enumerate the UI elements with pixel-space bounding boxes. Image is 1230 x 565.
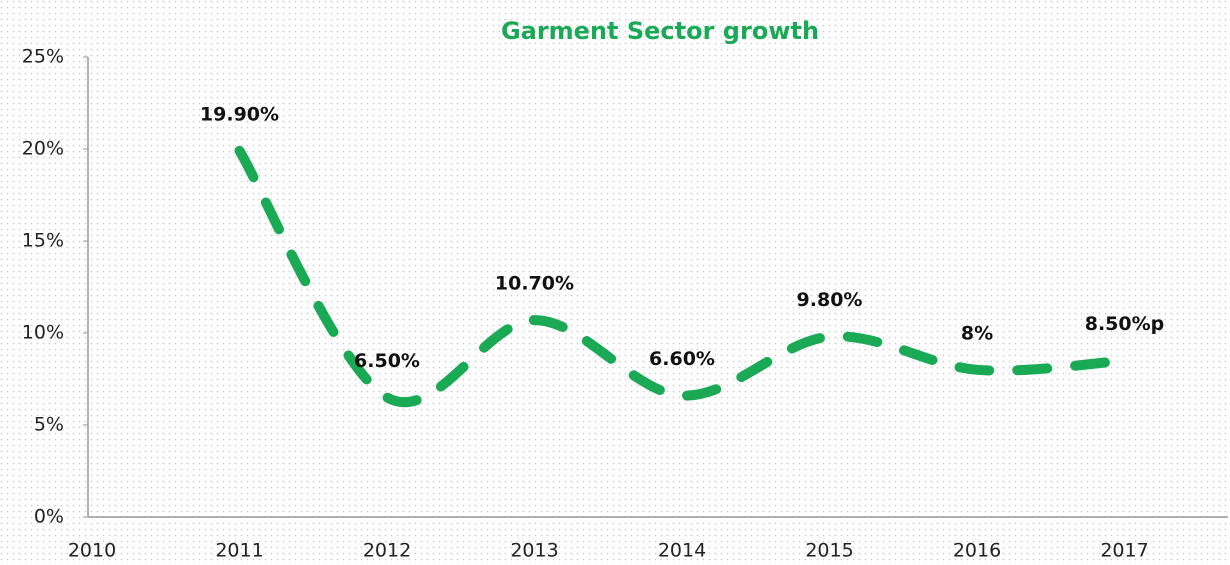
y-tick-label: 10% [22,322,64,344]
y-tick-label: 25% [22,46,64,68]
data-label: 8% [961,322,993,344]
x-tick-label: 2016 [953,540,1001,562]
x-tick-label: 2015 [805,540,853,562]
x-tick-label: 2011 [215,540,263,562]
data-label: 6.50% [354,350,420,372]
y-tick-label: 5% [34,414,64,436]
x-tick-label: 2017 [1100,540,1148,562]
data-label: 9.80% [797,289,863,311]
y-tick-label: 20% [22,138,64,160]
y-tick-label: 0% [34,506,64,528]
x-tick-label: 2013 [510,540,558,562]
x-tick-label: 2012 [363,540,411,562]
line [234,145,1130,408]
data-label: 10.70% [495,273,574,295]
data-label: 8.50%p [1085,313,1165,335]
y-tick-label: 15% [22,230,64,252]
chart-title: Garment Sector growth [501,17,819,45]
x-tick-label: 2014 [658,540,706,562]
data-label: 19.90% [200,103,279,125]
x-tick-label: 2010 [68,540,116,562]
data-label: 6.60% [649,348,715,370]
